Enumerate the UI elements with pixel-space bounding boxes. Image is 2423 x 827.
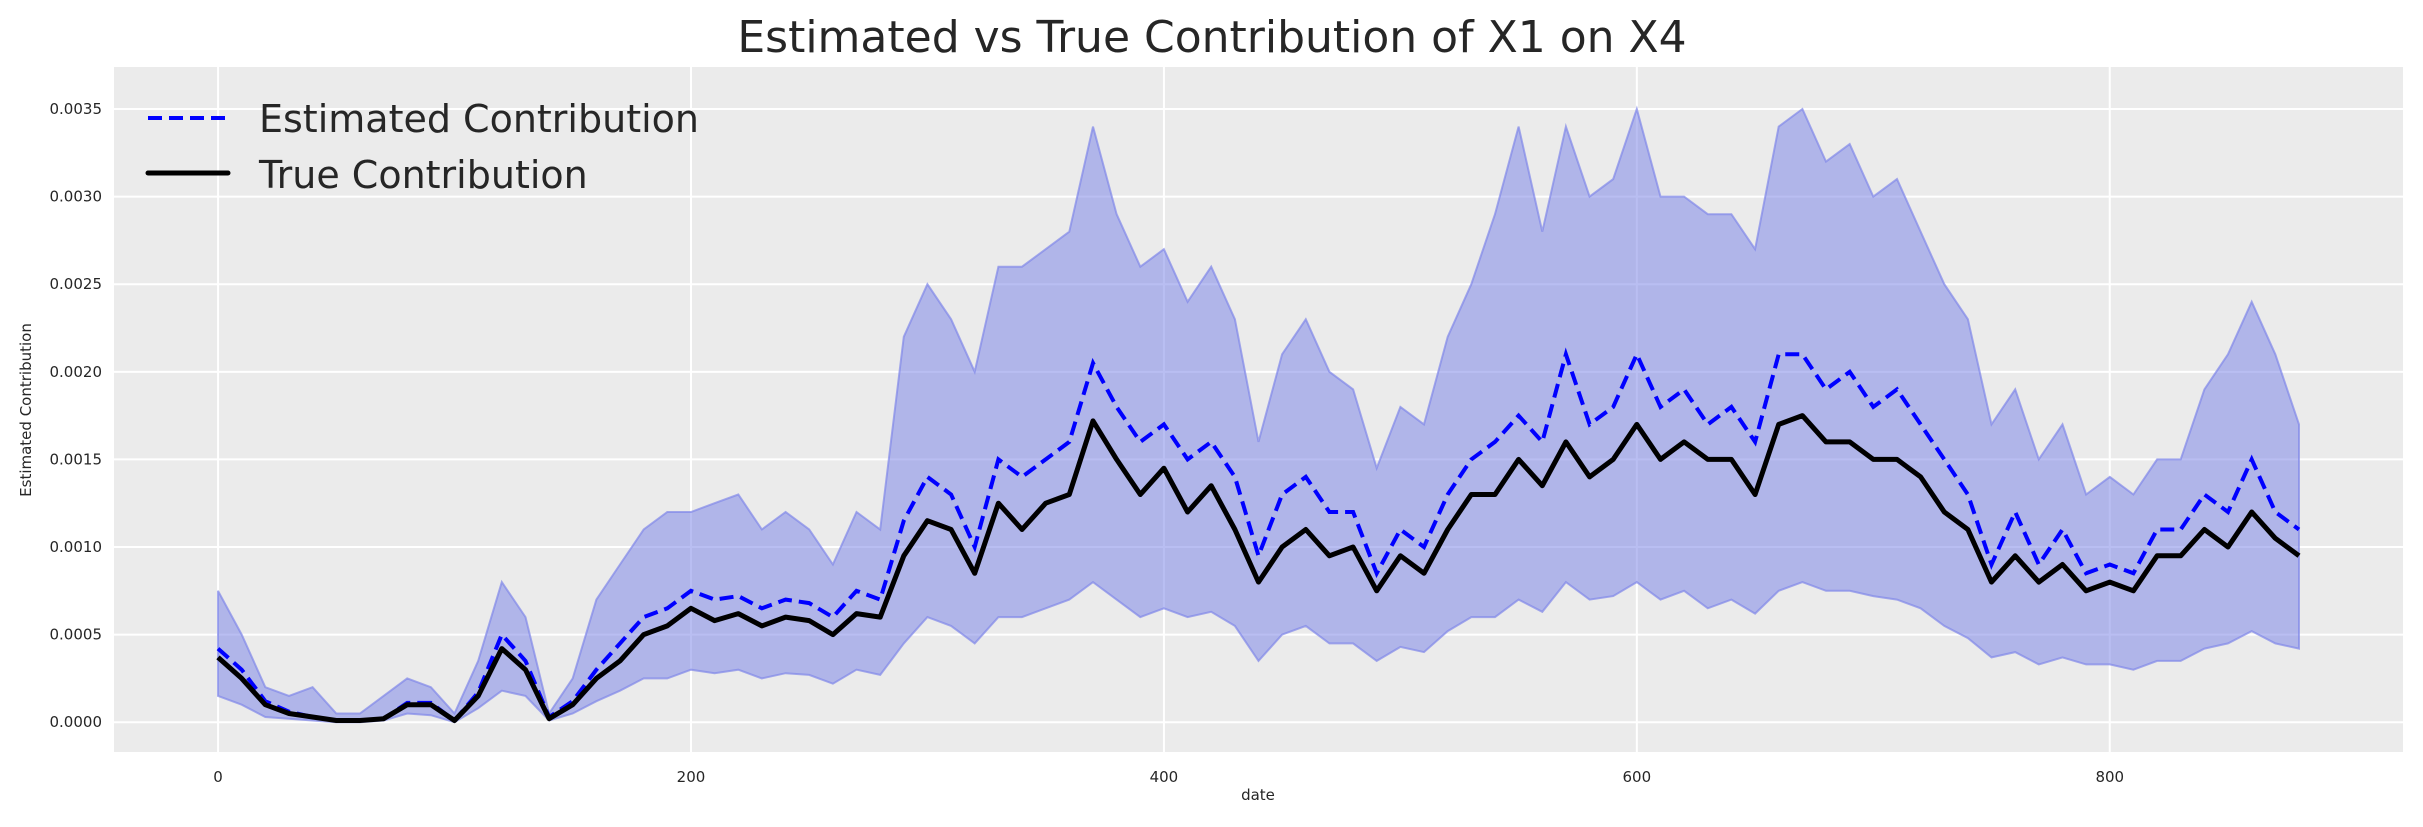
x-axis-label: date [1241, 786, 1275, 804]
tick-labels: 0 200 400 600 800 0.0000 0.0005 0.0010 0.0015 0.0… [50, 100, 2125, 786]
y-tick-label: 0.0015 [50, 450, 103, 468]
credible-interval-band [217, 105, 2300, 724]
legend-label-true: True Contribution [258, 153, 588, 197]
x-tick-label: 200 [677, 768, 706, 786]
y-tick-label: 0.0010 [50, 538, 103, 556]
y-tick-label: 0.0035 [50, 100, 103, 118]
x-tick-label: 600 [1623, 768, 1652, 786]
y-tick-label: 0.0025 [50, 275, 103, 293]
x-tick-label: 400 [1150, 768, 1179, 786]
legend: Estimated Contribution True Contribution [145, 97, 699, 197]
y-tick-label: 0.0000 [50, 713, 103, 731]
y-tick-label: 0.0030 [50, 188, 103, 206]
x-tick-label: 0 [213, 768, 223, 786]
legend-label-estimated: Estimated Contribution [259, 97, 699, 141]
chart-title: Estimated vs True Contribution of X1 on … [737, 12, 1686, 63]
y-axis-label: Estimated Contribution [17, 323, 35, 497]
y-tick-label: 0.0005 [50, 626, 103, 644]
y-tick-label: 0.0020 [50, 363, 103, 381]
x-tick-label: 800 [2095, 768, 2124, 786]
true-contribution-line [216, 413, 2301, 723]
